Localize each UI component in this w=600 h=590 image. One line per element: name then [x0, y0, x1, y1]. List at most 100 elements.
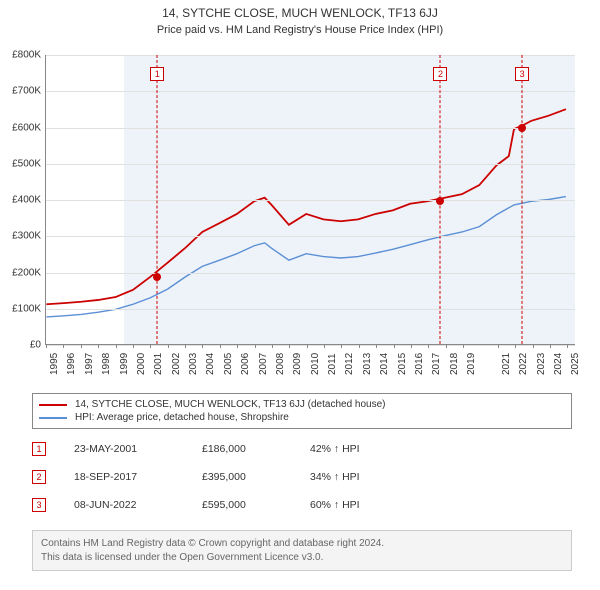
xtick-label: 2016 [414, 353, 425, 375]
chart-subtitle: Price paid vs. HM Land Registry's House … [0, 20, 600, 36]
legend-box: 14, SYTCHE CLOSE, MUCH WENLOCK, TF13 6JJ… [32, 393, 572, 429]
gridline-h [46, 273, 575, 274]
marker-dot-1 [153, 273, 161, 281]
xtick-label: 2005 [223, 353, 234, 375]
footer-line-2: This data is licensed under the Open Gov… [41, 551, 563, 565]
xtick-mark [133, 344, 134, 348]
chart-title: 14, SYTCHE CLOSE, MUCH WENLOCK, TF13 6JJ [0, 0, 600, 20]
ytick-label: £200K [1, 267, 41, 278]
ytick-label: £400K [1, 195, 41, 206]
marker-box-2: 2 [433, 67, 447, 81]
sale-price: £186,000 [202, 443, 282, 455]
ytick-label: £700K [1, 86, 41, 97]
footer-attribution: Contains HM Land Registry data © Crown c… [32, 530, 572, 571]
marker-dot-3 [518, 124, 526, 132]
xtick-mark [81, 344, 82, 348]
xtick-mark [567, 344, 568, 348]
sale-pct: 42% ↑ HPI [310, 443, 360, 455]
legend-swatch [39, 404, 67, 406]
xtick-label: 2021 [501, 353, 512, 375]
xtick-label: 2022 [518, 353, 529, 375]
xtick-mark [185, 344, 186, 348]
marker-vline-1 [157, 55, 158, 344]
xtick-label: 2001 [153, 353, 164, 375]
xtick-label: 2004 [205, 353, 216, 375]
series-property [46, 109, 566, 304]
chart-plot-area: £0£100K£200K£300K£400K£500K£600K£700K£80… [45, 55, 575, 345]
xtick-label: 1999 [119, 353, 130, 375]
xtick-label: 2019 [466, 353, 477, 375]
ytick-label: £600K [1, 122, 41, 133]
xtick-mark [498, 344, 499, 348]
xtick-mark [255, 344, 256, 348]
xtick-mark [533, 344, 534, 348]
xtick-mark [63, 344, 64, 348]
gridline-h [46, 128, 575, 129]
xtick-label: 1997 [84, 353, 95, 375]
legend-label: 14, SYTCHE CLOSE, MUCH WENLOCK, TF13 6JJ… [75, 399, 385, 410]
gridline-h [46, 55, 575, 56]
xtick-label: 2014 [379, 353, 390, 375]
xtick-mark [307, 344, 308, 348]
xtick-label: 2018 [449, 353, 460, 375]
sale-row-1: 1 23-MAY-2001 £186,000 42% ↑ HPI [32, 442, 572, 456]
marker-box-3: 3 [515, 67, 529, 81]
footer-line-1: Contains HM Land Registry data © Crown c… [41, 537, 563, 551]
xtick-mark [550, 344, 551, 348]
xtick-label: 2009 [292, 353, 303, 375]
xtick-label: 2006 [240, 353, 251, 375]
sale-row-2: 2 18-SEP-2017 £395,000 34% ↑ HPI [32, 470, 572, 484]
sale-pct: 34% ↑ HPI [310, 471, 360, 483]
ytick-label: £800K [1, 50, 41, 61]
xtick-mark [237, 344, 238, 348]
sale-date: 23-MAY-2001 [74, 443, 174, 455]
xtick-mark [220, 344, 221, 348]
ytick-label: £0 [1, 340, 41, 351]
sale-price: £395,000 [202, 471, 282, 483]
xtick-label: 2007 [258, 353, 269, 375]
xtick-mark [98, 344, 99, 348]
xtick-mark [324, 344, 325, 348]
sale-row-3: 3 08-JUN-2022 £595,000 60% ↑ HPI [32, 498, 572, 512]
sale-marker-2: 2 [32, 470, 46, 484]
gridline-h [46, 200, 575, 201]
xtick-mark [272, 344, 273, 348]
xtick-label: 2000 [136, 353, 147, 375]
gridline-h [46, 236, 575, 237]
legend-swatch [39, 417, 67, 419]
xtick-label: 2024 [553, 353, 564, 375]
xtick-mark [359, 344, 360, 348]
xtick-label: 2011 [327, 353, 338, 375]
legend-label: HPI: Average price, detached house, Shro… [75, 412, 289, 423]
gridline-h [46, 345, 575, 346]
xtick-label: 2012 [344, 353, 355, 375]
xtick-label: 2015 [397, 353, 408, 375]
gridline-h [46, 91, 575, 92]
xtick-mark [515, 344, 516, 348]
sale-marker-3: 3 [32, 498, 46, 512]
xtick-label: 2013 [362, 353, 373, 375]
sale-date: 18-SEP-2017 [74, 471, 174, 483]
xtick-label: 2002 [171, 353, 182, 375]
xtick-mark [463, 344, 464, 348]
xtick-label: 2025 [570, 353, 581, 375]
legend-item: 14, SYTCHE CLOSE, MUCH WENLOCK, TF13 6JJ… [39, 398, 565, 411]
xtick-label: 2023 [536, 353, 547, 375]
xtick-label: 1995 [49, 353, 60, 375]
xtick-mark [168, 344, 169, 348]
gridline-h [46, 164, 575, 165]
xtick-label: 2010 [310, 353, 321, 375]
xtick-mark [150, 344, 151, 348]
sale-marker-1: 1 [32, 442, 46, 456]
xtick-mark [341, 344, 342, 348]
xtick-label: 1996 [66, 353, 77, 375]
xtick-mark [428, 344, 429, 348]
legend-item: HPI: Average price, detached house, Shro… [39, 411, 565, 424]
xtick-mark [376, 344, 377, 348]
ytick-label: £100K [1, 303, 41, 314]
sale-pct: 60% ↑ HPI [310, 499, 360, 511]
ytick-label: £300K [1, 231, 41, 242]
sale-price: £595,000 [202, 499, 282, 511]
xtick-mark [289, 344, 290, 348]
sale-date: 08-JUN-2022 [74, 499, 174, 511]
